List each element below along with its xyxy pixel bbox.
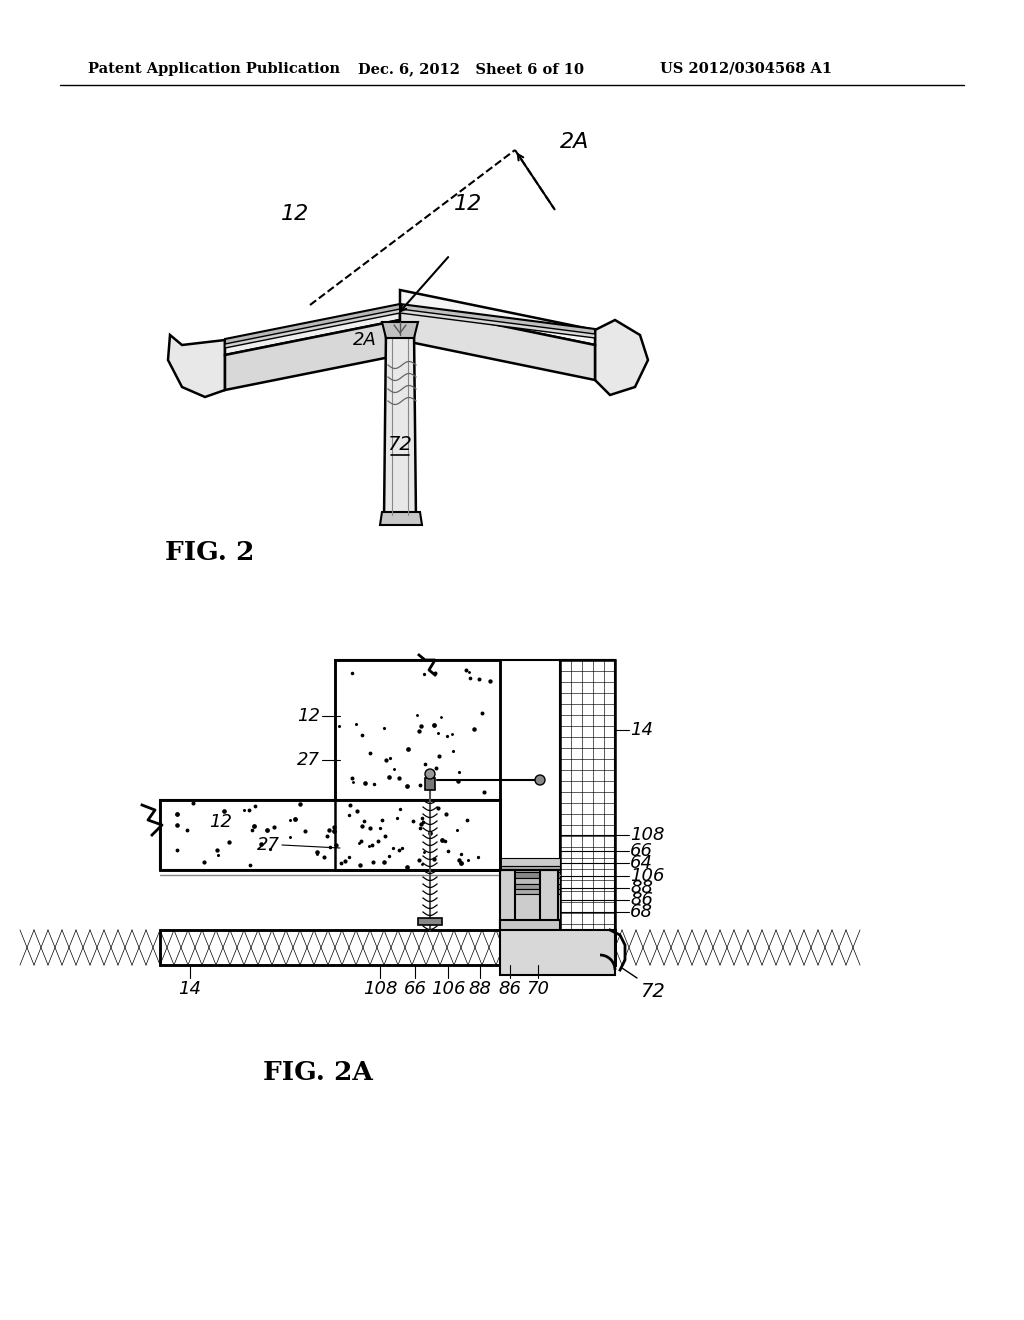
Polygon shape [500,884,560,888]
Polygon shape [400,290,595,345]
Polygon shape [500,873,560,878]
Circle shape [425,770,435,779]
Polygon shape [500,931,615,975]
Polygon shape [500,888,560,894]
Text: 12: 12 [454,194,482,214]
Text: 27: 27 [297,751,319,770]
Polygon shape [225,304,400,346]
Polygon shape [500,866,560,873]
Text: 88: 88 [630,879,653,898]
Polygon shape [160,800,500,870]
Polygon shape [500,894,560,931]
Text: 66: 66 [630,842,653,861]
Polygon shape [384,330,416,520]
Text: 2A: 2A [353,331,377,348]
Text: 64: 64 [630,854,653,873]
Polygon shape [540,870,558,931]
Text: Patent Application Publication: Patent Application Publication [88,62,340,77]
Polygon shape [595,319,648,395]
Text: 106: 106 [431,979,465,998]
Polygon shape [400,305,595,380]
Polygon shape [225,309,400,348]
Polygon shape [418,917,442,925]
Text: 14: 14 [178,979,202,998]
Polygon shape [225,319,400,389]
Polygon shape [380,512,422,525]
Polygon shape [400,304,595,337]
Text: 12: 12 [281,205,309,224]
Polygon shape [500,870,515,931]
Polygon shape [560,660,615,965]
Text: FIG. 2A: FIG. 2A [263,1060,373,1085]
Polygon shape [225,305,400,355]
Text: 27: 27 [257,836,280,854]
Text: 12: 12 [209,813,232,832]
Polygon shape [335,660,500,870]
Text: 86: 86 [630,891,653,909]
Circle shape [535,775,545,785]
Text: 14: 14 [630,721,653,739]
Text: 108: 108 [630,826,665,843]
Text: 12: 12 [297,708,319,725]
Text: Dec. 6, 2012   Sheet 6 of 10: Dec. 6, 2012 Sheet 6 of 10 [358,62,584,77]
Text: US 2012/0304568 A1: US 2012/0304568 A1 [660,62,833,77]
Text: 108: 108 [362,979,397,998]
Polygon shape [425,777,435,789]
Text: 106: 106 [630,867,665,884]
Polygon shape [168,335,225,397]
Polygon shape [500,858,560,866]
Text: 68: 68 [630,903,653,921]
Text: 86: 86 [499,979,521,998]
Text: 70: 70 [526,979,550,998]
Polygon shape [500,878,560,884]
Text: FIG. 2: FIG. 2 [165,540,254,565]
Text: 72: 72 [640,982,665,1001]
Polygon shape [382,322,418,338]
Polygon shape [500,920,560,935]
Polygon shape [400,309,595,338]
Text: 88: 88 [469,979,492,998]
Text: 66: 66 [403,979,427,998]
Text: 72: 72 [388,436,413,454]
Polygon shape [160,931,615,965]
Text: 2A: 2A [560,132,590,152]
